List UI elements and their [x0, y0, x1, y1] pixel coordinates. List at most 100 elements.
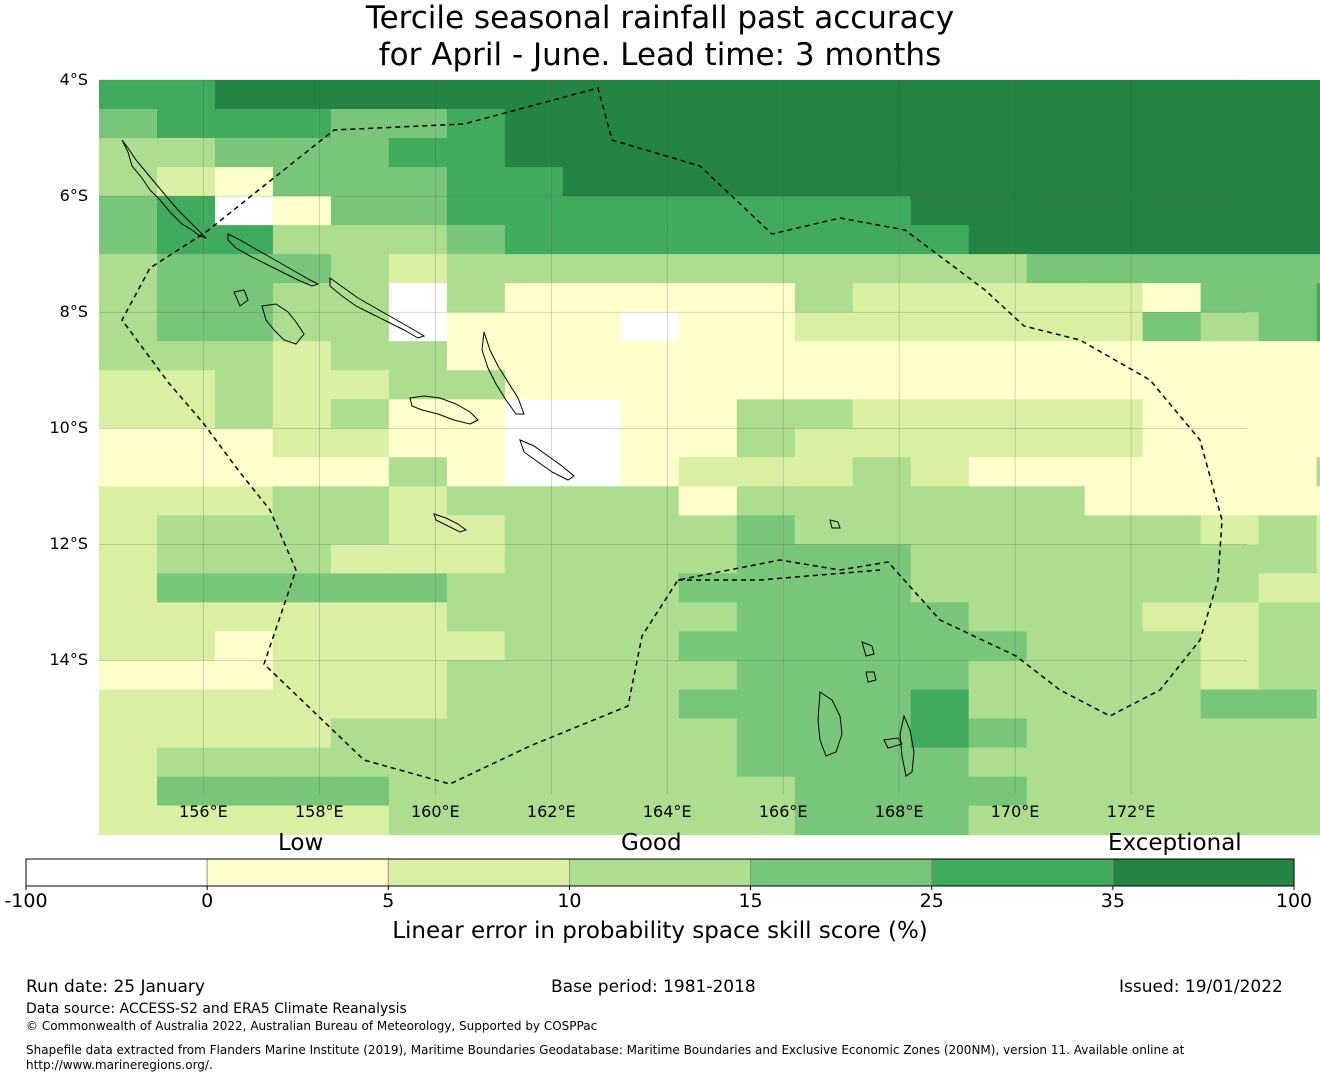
grid-cell — [215, 80, 274, 110]
grid-cell — [562, 167, 622, 197]
grid-cell — [1258, 283, 1318, 313]
grid-cell — [1316, 631, 1320, 662]
grid-cell — [1142, 399, 1202, 429]
grid-cell — [446, 109, 506, 139]
grid-cell — [1084, 602, 1144, 632]
grid-cell — [1316, 457, 1320, 487]
grid-cell — [1142, 80, 1202, 110]
grid-cell — [620, 80, 680, 110]
grid-cell — [1200, 631, 1260, 662]
coastline-nendo — [829, 519, 841, 529]
skill-grid — [99, 80, 1320, 836]
colorbar-segment — [750, 858, 933, 887]
grid-cell — [1026, 747, 1086, 778]
category-low: Low — [278, 830, 324, 856]
grid-cell — [215, 225, 274, 255]
grid-cell — [1200, 312, 1260, 342]
grid-cell — [678, 225, 738, 255]
grid-cell — [678, 660, 738, 691]
grid-cell — [99, 486, 158, 516]
grid-cell — [157, 515, 216, 545]
grid-cell — [157, 428, 216, 458]
grid-cell — [330, 428, 390, 458]
grid-cell — [1316, 747, 1320, 778]
grid-cell — [794, 457, 854, 487]
colorbar-tick-label: 100 — [1275, 890, 1313, 912]
grid-cell — [1258, 312, 1318, 342]
grid-cell — [1142, 225, 1202, 255]
grid-cell — [678, 341, 738, 371]
grid-cell — [1316, 776, 1320, 807]
grid-cell — [736, 138, 796, 168]
grid-cell — [1084, 486, 1144, 516]
grid-cell — [1200, 486, 1260, 516]
grid-cell — [1200, 80, 1260, 110]
grid-cell — [968, 138, 1028, 168]
grid-cell — [1026, 138, 1086, 168]
grid-cell — [678, 196, 738, 226]
grid-cell — [1084, 776, 1144, 807]
grid-cell — [620, 341, 680, 371]
grid-cell — [215, 660, 274, 691]
grid-cell — [504, 689, 564, 720]
grid-cell — [272, 602, 332, 632]
grid-cell — [330, 80, 390, 110]
grid-cell — [504, 573, 564, 603]
grid-cell — [794, 805, 854, 836]
grid-cell — [1026, 254, 1086, 284]
grid-cell — [1142, 457, 1202, 487]
grid-cell — [157, 283, 216, 313]
grid-cell — [1084, 660, 1144, 691]
grid-cell — [794, 283, 854, 313]
grid-cell — [1316, 370, 1320, 400]
grid-cell — [678, 254, 738, 284]
grid-cell — [388, 602, 448, 632]
grid-cell — [1258, 457, 1318, 487]
grid-cell — [794, 109, 854, 139]
grid-cell — [1258, 486, 1318, 516]
grid-cell — [794, 631, 854, 662]
grid-cell — [215, 370, 274, 400]
grid-cell — [910, 602, 970, 632]
colorbar-title: Linear error in probability space skill … — [392, 918, 928, 944]
grid-cell — [1200, 138, 1260, 168]
grid-cell — [562, 370, 622, 400]
coastline-vella-lavella — [233, 289, 249, 307]
grid-cell — [1084, 515, 1144, 545]
grid-cell — [910, 776, 970, 807]
grid-cell — [794, 486, 854, 516]
grid-cell — [910, 660, 970, 691]
grid-cell — [157, 573, 216, 603]
grid-cell — [330, 805, 390, 836]
grid-cell — [678, 399, 738, 429]
grid-cell — [446, 254, 506, 284]
grid-cell — [157, 660, 216, 691]
grid-cell — [388, 109, 448, 139]
shapefile-credit-2: http://www.marineregions.org/. — [26, 1058, 213, 1072]
grid-cell — [562, 747, 622, 778]
grid-cell — [620, 254, 680, 284]
grid-cell — [388, 718, 448, 749]
grid-cell — [1026, 486, 1086, 516]
colorbar-tick-label: 0 — [201, 890, 214, 912]
grid-cell — [446, 486, 506, 516]
grid-cell — [968, 515, 1028, 545]
grid-cell — [272, 515, 332, 545]
grid-cell — [852, 689, 912, 720]
issued-date: Issued: 19/01/2022 — [1119, 977, 1283, 997]
grid-cell — [504, 486, 564, 516]
grid-cell — [330, 747, 390, 778]
grid-cell — [968, 631, 1028, 662]
grid-cell — [910, 109, 970, 139]
grid-cell — [388, 80, 448, 110]
coastline-santa-isabel — [329, 277, 426, 339]
grid-cell — [504, 109, 564, 139]
grid-cell — [678, 370, 738, 400]
coastline-gaua — [865, 671, 877, 683]
coastline-malekula — [899, 714, 915, 777]
grid-cell — [1084, 544, 1144, 574]
grid-cell — [852, 283, 912, 313]
grid-cell — [1142, 254, 1202, 284]
grid-cell — [1084, 167, 1144, 197]
lat-label: 12°S — [49, 534, 88, 554]
